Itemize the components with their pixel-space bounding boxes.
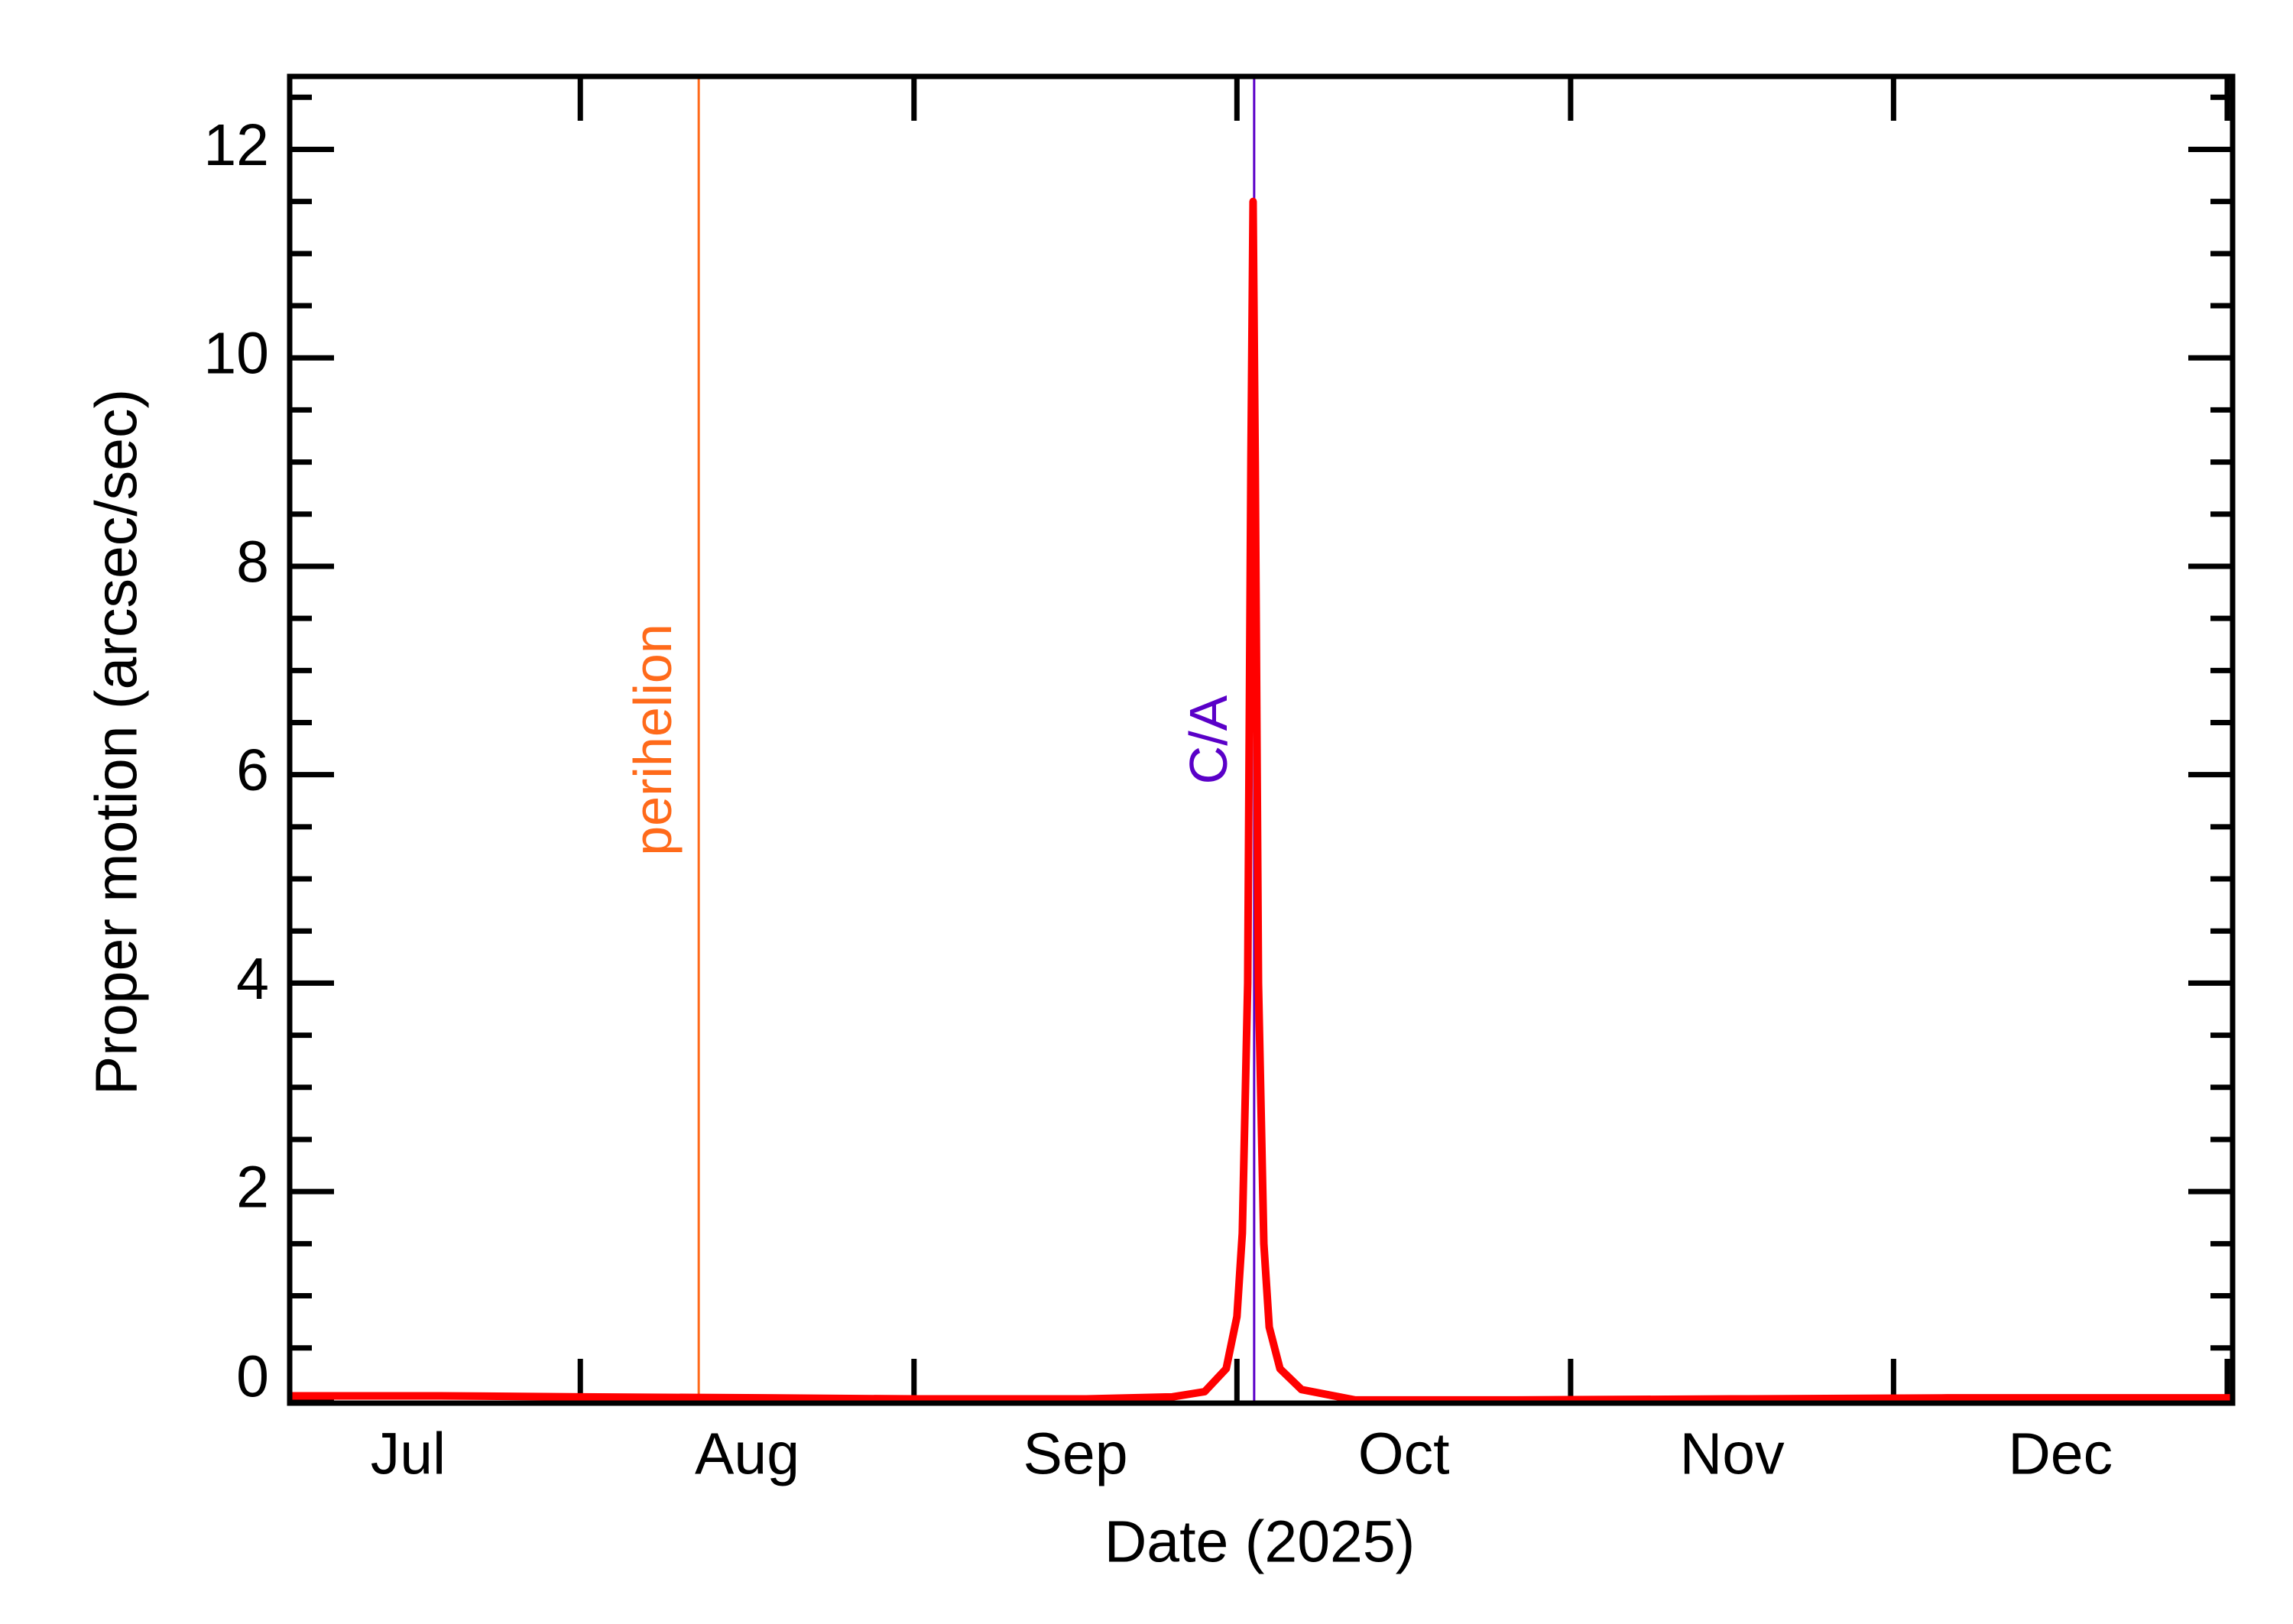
y-tick-label: 12 <box>203 112 269 178</box>
y-tick-label: 2 <box>236 1155 269 1220</box>
y-axis-title: Proper motion (arcsec/sec) <box>83 389 149 1095</box>
x-tick-label: Oct <box>1358 1421 1450 1486</box>
y-tick-label: 10 <box>203 321 269 387</box>
y-tick-label: 8 <box>236 529 269 595</box>
plot-frame <box>287 73 2236 1406</box>
x-tick-label: Nov <box>1680 1421 1785 1486</box>
x-tick-label: Jul <box>371 1421 446 1486</box>
x-axis-title: Date (2025) <box>1104 1509 1416 1574</box>
x-tick-label: Dec <box>2008 1421 2113 1486</box>
event-label: C/A <box>1179 695 1238 784</box>
event-label: perihelion <box>623 624 683 856</box>
x-tick-label: Aug <box>695 1421 799 1486</box>
data-line <box>290 197 2233 1404</box>
y-tick-label: 0 <box>236 1344 269 1409</box>
x-tick-label: Sep <box>1023 1421 1128 1486</box>
y-tick-label: 6 <box>236 737 269 803</box>
y-tick-label: 4 <box>236 946 269 1012</box>
